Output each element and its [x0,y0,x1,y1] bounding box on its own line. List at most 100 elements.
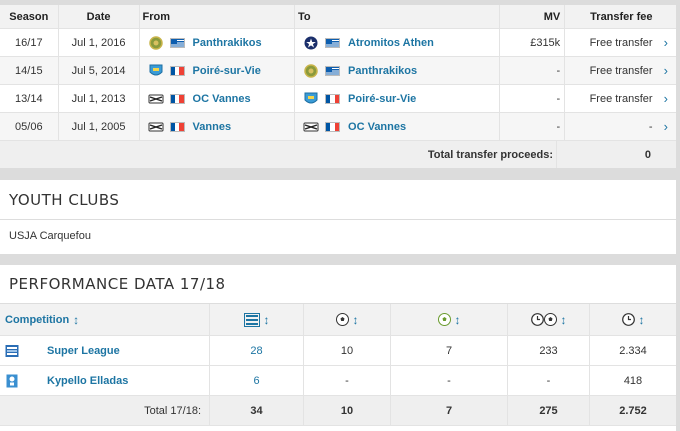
transfer-fee: Free transfer [589,36,653,49]
header-transfer-fee[interactable]: Transfer fee [590,10,653,23]
minutes-value: 2.334 [619,344,647,357]
transfer-row[interactable]: 14/15 Jul 5, 2014 Poiré-sur-Vie Panthrak… [0,57,676,85]
ball-icon [335,313,349,326]
ball-icon [543,313,557,326]
competition-sort-header[interactable]: Competition ↕ [0,304,210,335]
transfer-season: 05/06 [0,113,59,140]
market-value: - [500,113,566,140]
transfer-date: Jul 5, 2014 [59,57,140,84]
header-date[interactable]: Date [59,5,140,28]
atromitos-crest-icon[interactable] [303,36,319,50]
club-link[interactable]: Panthrakikos [348,64,418,77]
market-value: - [500,57,566,84]
assists-value: - [391,366,508,395]
poire-sur-vie-crest-icon[interactable] [148,64,164,78]
market-value: £315k [500,29,566,56]
transfer-date: Jul 1, 2013 [59,85,140,112]
transfer-from: Panthrakikos [140,29,296,56]
goals-value: 10 [304,336,391,365]
transfer-fee: Free transfer [589,64,653,77]
total-appearances: 34 [210,396,304,425]
competition-link[interactable]: Kypello Elladas [47,374,129,387]
club-link[interactable]: Poiré-sur-Vie [348,92,417,105]
assists-value: 7 [391,336,508,365]
club-link[interactable]: Poiré-sur-Vie [192,64,261,77]
club-link[interactable]: OC Vannes [192,92,251,105]
minutes-per-goal-value: 233 [508,336,590,365]
transfer-fee: - [648,120,653,133]
transfer-row[interactable]: 13/14 Jul 1, 2013 OC Vannes Poiré-sur-Vi… [0,85,676,113]
france-flag-icon [169,93,185,104]
performance-total-row: Total 17/18: 34 10 7 275 2.752 [0,396,676,426]
oc-vannes-crest-icon[interactable] [148,92,164,106]
chevron-right-icon[interactable]: › [663,119,668,134]
total-transfer-proceeds-label: Total transfer proceeds: [0,141,557,168]
performance-data-title: PERFORMANCE DATA 17/18 [0,265,676,304]
header-spacer [656,5,676,28]
panthrakikos-crest-icon[interactable] [148,35,164,50]
france-flag-icon [169,65,185,76]
performance-data-box: PERFORMANCE DATA 17/18 Competition ↕ ↕ ↕… [0,265,676,431]
total-label: Total 17/18: [0,396,210,425]
competition-link[interactable]: Super League [47,344,120,357]
sort-arrows-icon: ↕ [560,312,567,327]
total-minutes: 2.752 [619,404,647,417]
header-mv[interactable]: MV [500,5,566,28]
transfer-row[interactable]: 16/17 Jul 1, 2016 Panthrakikos Atromitos… [0,29,676,57]
header-season[interactable]: Season [0,5,59,28]
transfer-from: Poiré-sur-Vie [140,57,296,84]
assists-sort-header[interactable]: ↕ [391,304,508,335]
goals-sort-header[interactable]: ↕ [304,304,391,335]
transfer-season: 14/15 [0,57,59,84]
transfer-date: Jul 1, 2005 [59,113,140,140]
performance-header-row: Competition ↕ ↕ ↕ ↕ ↕ ↕ [0,304,676,336]
greece-flag-icon [325,65,341,76]
total-transfer-proceeds-value: 0 [644,148,651,161]
transfer-from: OC Vannes [140,85,296,112]
vannes-crest-icon[interactable] [148,120,164,134]
panthrakikos-crest-icon[interactable] [303,63,319,78]
oc-vannes-crest-icon[interactable] [303,120,319,134]
poire-sur-vie-crest-icon[interactable] [303,92,319,106]
transfer-total-row: Total transfer proceeds: 0 [0,141,676,168]
sort-arrows-icon: ↕ [638,312,645,327]
total-minutes-per-goal: 275 [508,396,590,425]
total-assists: 7 [391,396,508,425]
clock-icon [621,313,635,326]
sort-arrows-icon: ↕ [263,312,270,327]
appearances-value[interactable]: 28 [210,336,304,365]
club-link[interactable]: OC Vannes [348,120,407,133]
super-league-logo-icon[interactable] [5,344,19,358]
youth-clubs-box: YOUTH CLUBS USJA Carquefou [0,180,676,254]
france-flag-icon [325,93,341,104]
transfer-row[interactable]: 05/06 Jul 1, 2005 Vannes OC Vannes - - › [0,113,676,141]
header-to[interactable]: To [295,5,500,28]
header-from[interactable]: From [140,5,296,28]
transfer-season: 13/14 [0,85,59,112]
club-link[interactable]: Panthrakikos [192,36,262,49]
club-link[interactable]: Atromitos Athen [348,36,434,49]
transfer-date: Jul 1, 2016 [59,29,140,56]
performance-row: Kypello Elladas 6 - - - 418 [0,366,676,396]
club-link[interactable]: Vannes [192,120,232,133]
market-value: - [500,85,566,112]
appearances-sort-header[interactable]: ↕ [210,304,304,335]
minutes-sort-header[interactable]: ↕ [590,304,676,335]
youth-clubs-list: USJA Carquefou [9,230,91,242]
competition-header-label: Competition [5,313,70,326]
transfer-to: Poiré-sur-Vie [295,85,500,112]
chevron-right-icon[interactable]: › [663,35,668,50]
competition-cell: Kypello Elladas [0,366,210,395]
transfer-season: 16/17 [0,29,59,56]
transfer-fee: Free transfer [589,92,653,105]
kypello-elladas-logo-icon[interactable] [5,374,19,388]
transfer-header-row: Season Date From To MV Transfer fee [0,5,676,29]
performance-row: Super League 28 10 7 233 2.334 [0,336,676,366]
minutes-per-goal-sort-header[interactable]: ↕ [508,304,590,335]
chevron-right-icon[interactable]: › [663,63,668,78]
appearances-value[interactable]: 6 [210,366,304,395]
chevron-right-icon[interactable]: › [663,91,668,106]
sort-arrows-icon: ↕ [352,312,359,327]
clock-icon [530,313,544,326]
appearances-icon [243,312,260,327]
